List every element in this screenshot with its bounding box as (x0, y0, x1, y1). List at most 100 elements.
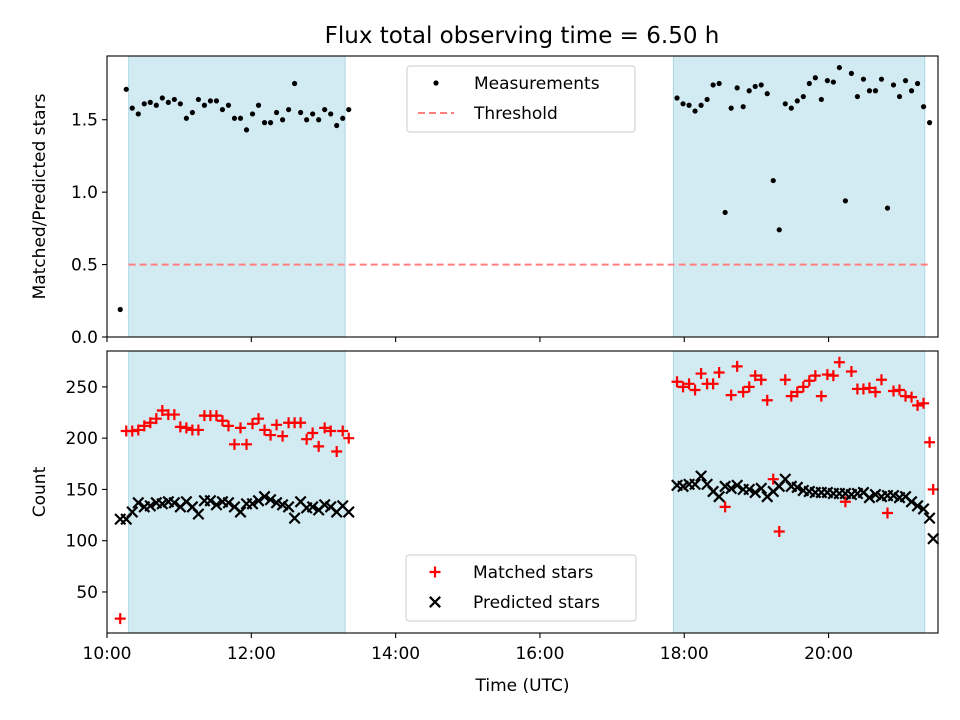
measurement-point (734, 85, 740, 91)
shaded-interval (672, 55, 926, 338)
measurement-point (117, 306, 123, 313)
matched-point (833, 356, 845, 368)
measurement-point (722, 209, 728, 216)
measurement-point (806, 80, 812, 87)
matched-point (307, 427, 319, 439)
matched-point (869, 386, 881, 398)
measurement-point (195, 96, 201, 103)
measurement-point (884, 205, 891, 211)
measurement-point (346, 106, 352, 113)
measurement-point (926, 120, 933, 126)
matched-point (863, 382, 875, 394)
matched-point (192, 424, 204, 436)
matched-point (827, 370, 839, 382)
x-tick-label: 14:00 (371, 644, 420, 664)
measurement-point (836, 64, 842, 71)
matched-point (785, 390, 797, 402)
measurement-point (316, 117, 322, 123)
legend-label: Matched stars (473, 563, 593, 583)
matched-point (168, 409, 180, 421)
matched-point (313, 440, 325, 452)
measurement-point (842, 198, 848, 204)
matched-point (755, 374, 767, 386)
measurement-point (231, 115, 238, 121)
matched-point (295, 417, 307, 429)
predicted-point (258, 490, 271, 503)
predicted-point (743, 483, 756, 496)
measurement-point (129, 105, 135, 111)
predicted-point (731, 479, 744, 492)
matched-point (180, 422, 192, 434)
measurement-point (255, 102, 262, 108)
measurement-point (177, 101, 183, 107)
measurement-point (249, 111, 256, 117)
legend-label: Measurements (474, 74, 600, 94)
predicted-point (252, 494, 265, 507)
measurement-point (824, 78, 830, 84)
x-axis-label: Time (UTC) (475, 676, 570, 696)
y-tick-label: 0.0 (71, 328, 98, 348)
y-tick-label: 1.0 (71, 183, 98, 203)
predicted-point (288, 512, 301, 525)
matched-point (325, 425, 337, 437)
measurement-point (171, 96, 177, 103)
x-tick-label: 12:00 (227, 644, 276, 664)
y-tick-label: 100 (66, 532, 98, 552)
measurement-point (322, 106, 328, 113)
legend-swatch (429, 596, 441, 608)
matched-point (749, 370, 761, 382)
matched-point (707, 378, 719, 390)
y-tick-label: 150 (66, 480, 98, 500)
predicted-point (905, 495, 918, 508)
matched-point (337, 425, 349, 437)
predicted-point (695, 470, 708, 483)
predicted-point (246, 497, 259, 510)
predicted-point (192, 508, 205, 521)
measurement-point (292, 80, 298, 87)
measurement-point (147, 99, 153, 105)
measurement-point (213, 98, 220, 104)
measurement-point (872, 88, 879, 94)
matched-point (797, 381, 809, 393)
measurement-point (800, 93, 806, 100)
predicted-point (306, 500, 319, 513)
y-axis-label: Matched/Predicted stars (30, 93, 50, 299)
predicted-point (713, 490, 726, 503)
predicted-point (210, 498, 223, 511)
measurement-point (207, 98, 214, 104)
predicted-point (755, 482, 768, 495)
y-axis-label: Count (30, 466, 50, 517)
measurement-point (710, 82, 716, 88)
matched-point (743, 381, 755, 393)
predicted-point (264, 493, 277, 506)
predicted-point (282, 500, 295, 513)
matched-point (713, 367, 725, 379)
predicted-point (863, 491, 876, 504)
measurement-point (764, 91, 770, 97)
y-tick-label: 250 (66, 378, 98, 398)
matched-point (803, 375, 815, 387)
matched-point (689, 384, 701, 396)
matched-point (253, 413, 265, 425)
measurement-point (273, 109, 280, 116)
measurement-point (680, 101, 686, 107)
measurement-point (908, 88, 915, 94)
matched-point (319, 422, 331, 434)
measurement-point (878, 76, 885, 82)
matched-point (791, 386, 803, 398)
matched-point (839, 496, 851, 508)
measurement-point (237, 115, 244, 121)
top-panel: 0.0 0.5 1.0 1.5 Matched/Predicted stars Measu… (30, 55, 939, 348)
matched-point (222, 420, 234, 432)
predicted-point (917, 502, 930, 515)
matched-point (773, 525, 785, 537)
matched-point (247, 418, 259, 430)
predicted-point (342, 506, 355, 518)
measurement-point (141, 101, 147, 107)
matched-point (156, 404, 168, 416)
matched-point (150, 413, 162, 425)
matched-point (216, 415, 228, 427)
measurement-point (692, 108, 698, 114)
matched-point (301, 433, 313, 445)
